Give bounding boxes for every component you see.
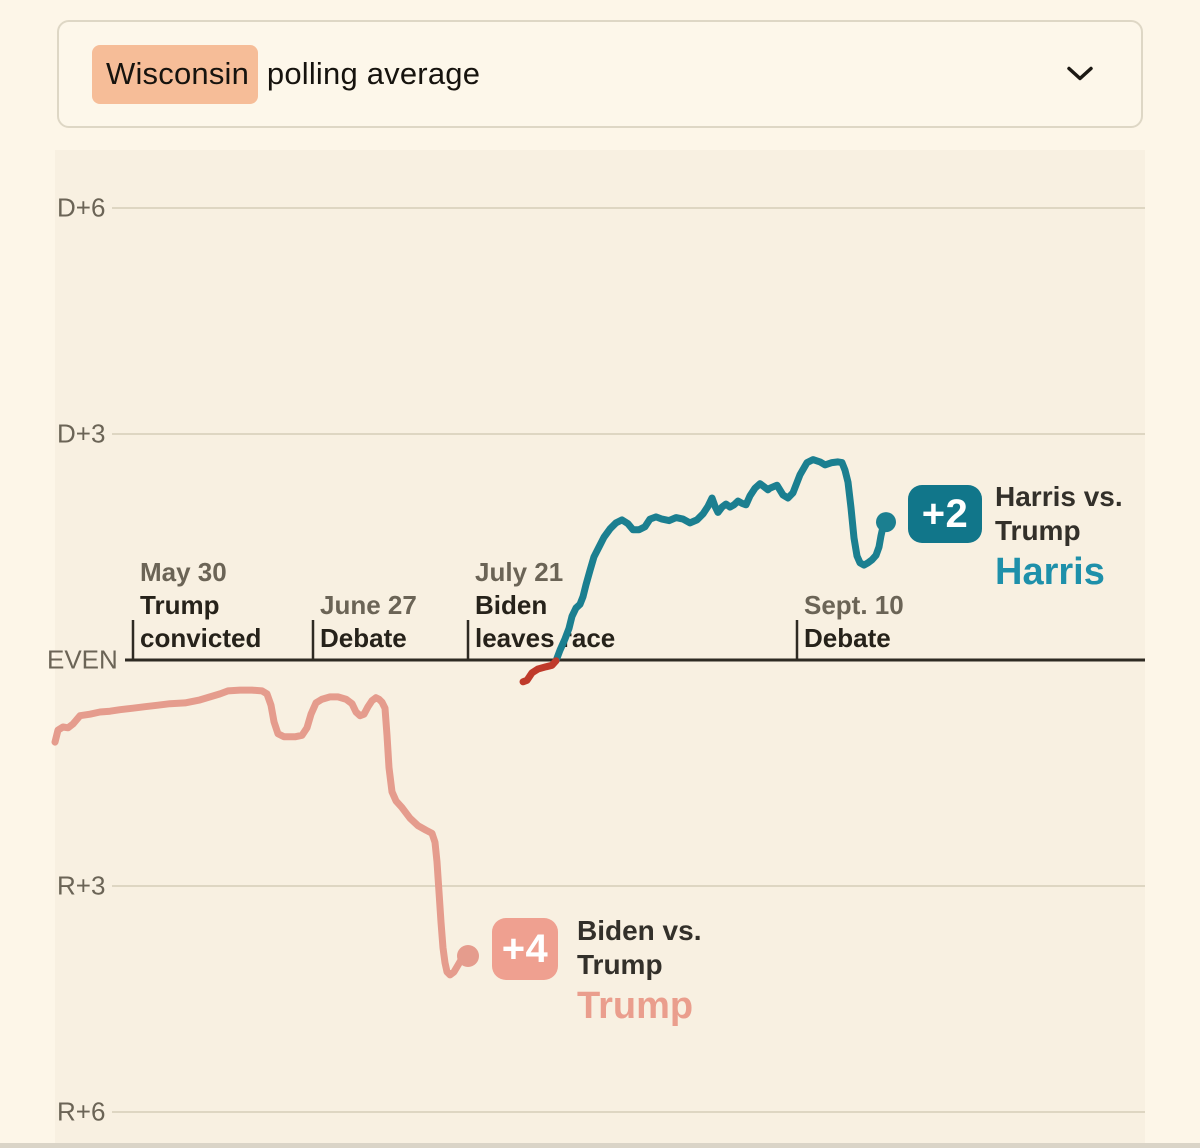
harris-matchup-line1: Harris vs. — [995, 481, 1123, 512]
y-axis-label-D+6: D+6 — [57, 192, 106, 223]
event-description-line: convicted — [140, 623, 262, 653]
event-annotation-2: June 27 Debate — [320, 589, 417, 655]
event-date: May 30 — [140, 557, 227, 587]
harris-lead-badge: +2 — [908, 485, 982, 543]
trump-winner-name: Trump — [577, 985, 694, 1027]
biden-matchup-line1: Biden vs. — [577, 915, 702, 946]
series-line-biden_trump — [51, 686, 472, 979]
series-end-dot-harris_trump — [876, 512, 896, 533]
y-axis-label-R+6: R+6 — [57, 1096, 106, 1127]
dropdown-label-rest: polling average — [258, 56, 481, 91]
dropdown-label: Wisconsin polling average — [92, 45, 481, 104]
biden-end-label: Biden vs. Trump Trump — [577, 914, 701, 1028]
chevron-down-icon — [1067, 66, 1093, 81]
chart-plot-area — [55, 150, 1145, 1148]
event-description-line: Trump — [140, 590, 220, 620]
next-card-edge — [0, 1143, 1200, 1148]
series-intro-line-harris_trump — [519, 657, 560, 686]
trump-lead-badge: +4 — [492, 918, 558, 980]
event-date: Sept. 10 — [804, 590, 904, 620]
harris-matchup-line2: Trump — [995, 515, 1081, 546]
event-annotation-3: July 21 Biden leaves race — [475, 556, 615, 655]
series-line-harris_trump — [552, 456, 890, 665]
y-axis-label-R+3: R+3 — [57, 870, 106, 901]
y-axis-label-D+3: D+3 — [57, 418, 106, 449]
biden-matchup-line2: Trump — [577, 949, 663, 980]
event-date: July 21 — [475, 557, 564, 587]
harris-end-label: Harris vs. Trump Harris — [995, 480, 1123, 594]
event-description-line: Debate — [804, 623, 891, 653]
event-annotation-4: Sept. 10 Debate — [804, 589, 904, 655]
series-end-dot-biden_trump — [457, 945, 479, 967]
trump-lead-value: +4 — [501, 926, 549, 971]
event-annotation-1: May 30 Trump convicted — [140, 556, 261, 655]
state-name-highlight: Wisconsin — [92, 45, 259, 104]
harris-lead-value: +2 — [921, 491, 969, 536]
event-date: June 27 — [320, 590, 417, 620]
harris-winner-name: Harris — [995, 551, 1105, 593]
state-polling-average-dropdown[interactable]: Wisconsin polling average — [57, 20, 1143, 128]
event-description-line: Biden — [475, 590, 548, 620]
event-description-line: Debate — [320, 623, 407, 653]
y-axis-label-EVEN: EVEN — [47, 644, 118, 675]
event-description-line: leaves race — [475, 623, 616, 653]
